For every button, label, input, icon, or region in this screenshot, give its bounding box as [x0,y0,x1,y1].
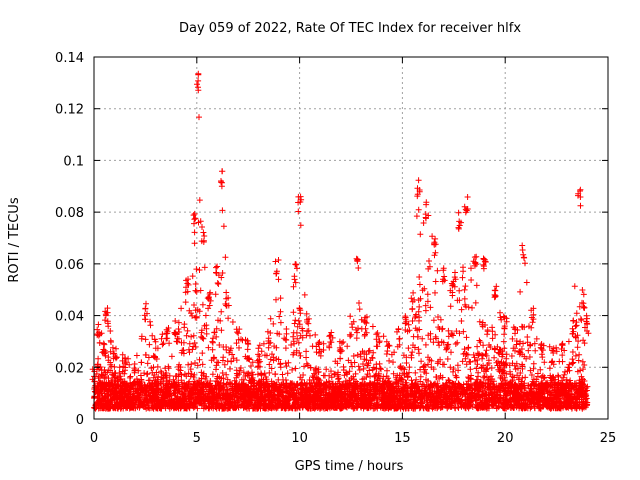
y-tick-label: 0.02 [55,361,84,376]
y-tick-label: 0 [76,413,84,428]
y-tick-label: 0.06 [55,258,84,273]
y-tick-labels: 0 0.02 0.04 0.06 0.08 0.1 0.12 0.14 [55,51,84,428]
y-axis-label: ROTI / TECUs [7,197,22,282]
y-tick-label: 0.1 [63,154,84,169]
x-tick-label: 25 [600,431,617,446]
y-tick-label: 0.04 [55,310,84,325]
y-tick-label: 0.12 [55,103,84,118]
x-tick-label: 20 [497,431,514,446]
plot-frame [93,56,609,420]
x-tick-label: 5 [193,431,201,446]
data-points [89,70,592,412]
x-tick-label: 0 [90,431,98,446]
x-tick-label: 10 [291,431,308,446]
x-tick-labels: 0 5 10 15 20 25 [90,431,616,446]
x-axis-label: GPS time / hours [295,459,404,474]
y-tick-label: 0.14 [55,51,84,66]
y-tick-label: 0.08 [55,206,84,221]
data-points-layer [89,70,592,412]
x-tick-label: 15 [394,431,411,446]
ticks-layer [93,56,609,420]
chart-title: Day 059 of 2022, Rate Of TEC Index for r… [179,21,521,36]
